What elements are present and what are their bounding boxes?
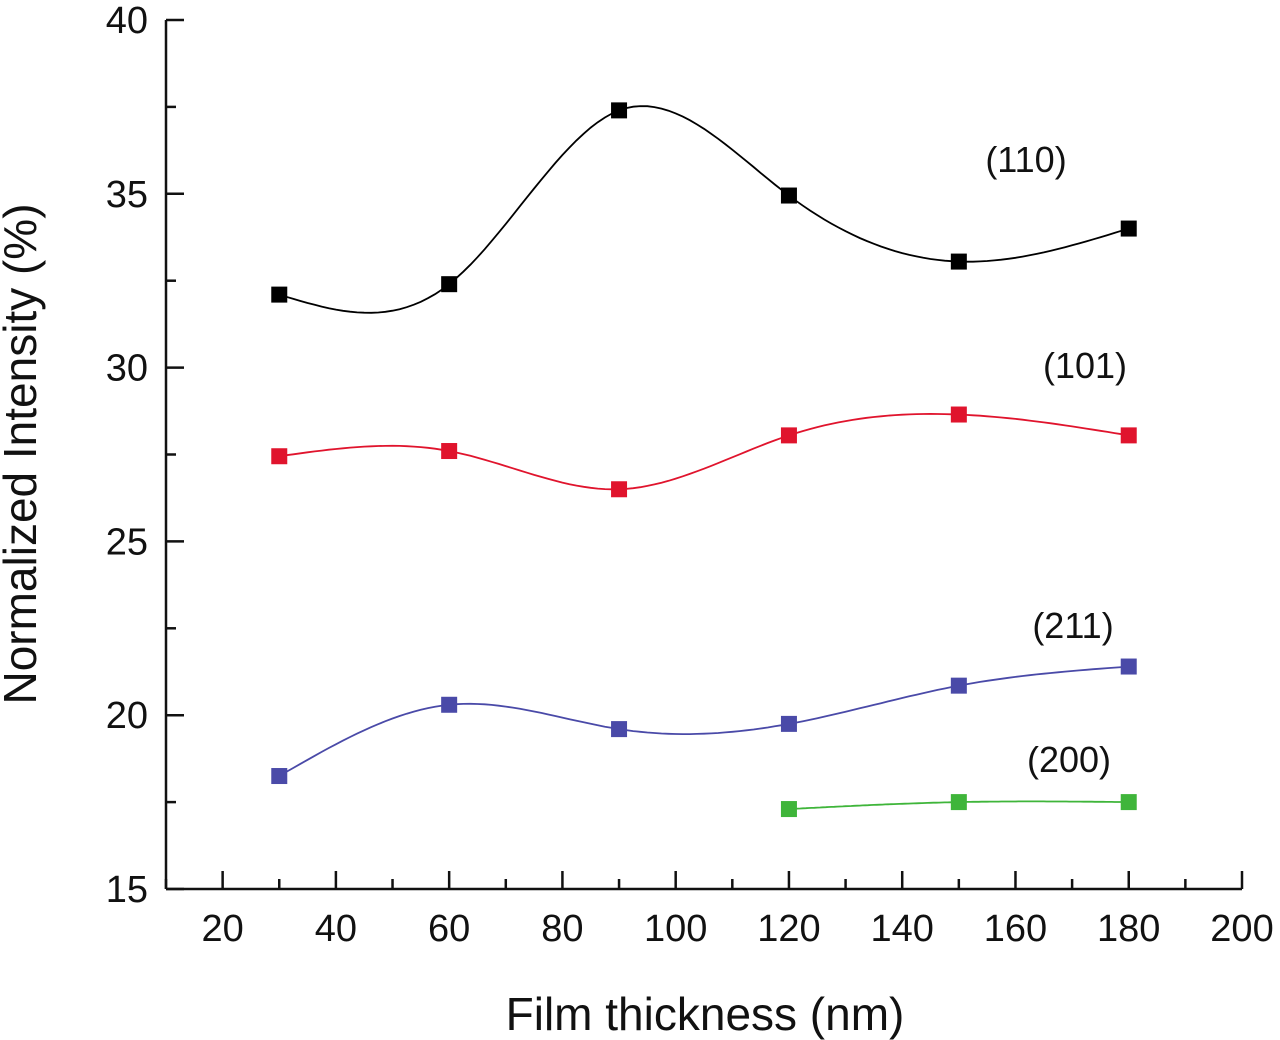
y-tick-label: 30 [106,348,148,390]
x-tick-label: 200 [1210,908,1273,950]
point-101 [1120,427,1137,444]
fit-line-101 [279,412,1129,491]
point-110 [1120,220,1137,237]
x-tick-label: 160 [984,908,1047,950]
x-tick-label: 120 [757,908,820,950]
point-110 [611,102,628,119]
x-axis-title: Film thickness (nm) [506,988,905,1040]
point-101 [950,406,967,423]
fit-line-110 [279,105,1129,314]
x-tick-label: 140 [871,908,934,950]
point-200 [780,801,797,818]
point-101 [271,448,288,465]
axes: 20 40 60 80 100 120 140 160 180 200 15 20 25 30 35 40 [106,0,1274,950]
y-tick-label: 40 [106,0,148,42]
point-101 [441,443,458,460]
point-211 [441,696,458,713]
point-101 [611,481,628,498]
data-markers [271,102,1137,818]
point-110 [780,187,797,204]
x-tick-label: 180 [1097,908,1160,950]
fit-line-211 [278,665,1129,777]
fit-curves [278,105,1129,810]
point-200 [1120,794,1137,811]
y-tick-label: 15 [106,869,148,911]
point-211 [950,677,967,694]
series-label-211: (211) [1032,605,1113,646]
point-101 [780,427,797,444]
x-tick-label: 60 [428,908,470,950]
x-tick-label: 80 [541,908,583,950]
point-211 [271,768,288,785]
point-200 [950,794,967,811]
y-tick-label: 35 [106,174,148,216]
point-211 [1120,658,1137,675]
series-label-200: (200) [1027,739,1111,780]
point-110 [271,286,288,303]
y-tick-label: 25 [106,521,148,563]
point-110 [441,276,458,293]
y-tick-label: 20 [106,695,148,737]
y-axis-title: Normalized Intensity (%) [0,203,46,704]
series-labels: (110) (101) (211) (200) [985,139,1127,780]
x-tick-label: 40 [315,908,357,950]
x-tick-label: 20 [201,908,243,950]
point-110 [950,253,967,270]
series-label-101: (101) [1043,345,1127,386]
series-label-110: (110) [985,139,1066,180]
x-tick-label: 100 [644,908,707,950]
point-211 [780,715,797,732]
point-211 [611,721,628,738]
